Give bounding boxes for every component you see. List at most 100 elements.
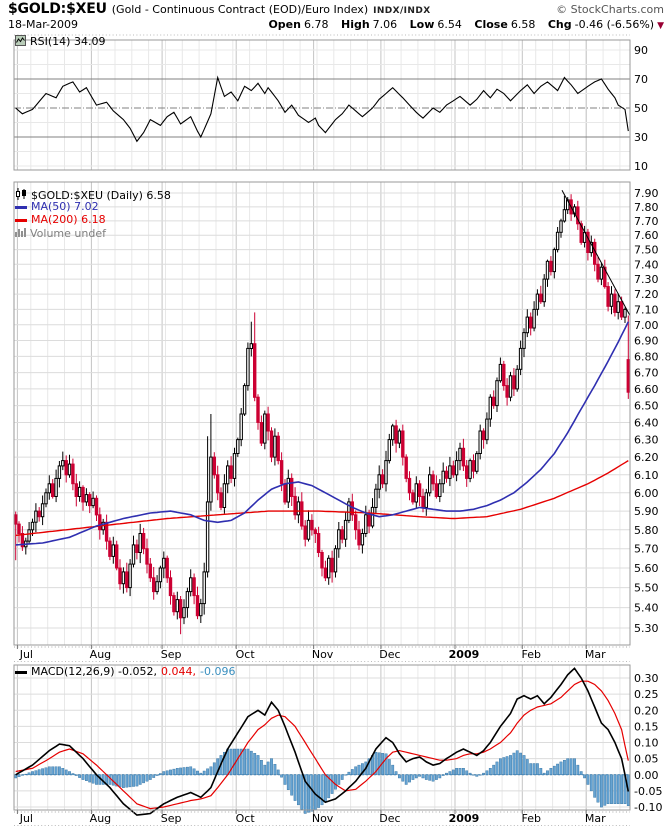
svg-text:2009: 2009	[449, 648, 480, 661]
svg-text:7.90: 7.90	[634, 187, 659, 200]
svg-text:Sep: Sep	[161, 648, 182, 661]
low-value: 6.54	[437, 18, 462, 31]
chg-label: Chg	[547, 18, 572, 31]
open-value: 6.78	[303, 18, 329, 31]
svg-text:7.20: 7.20	[634, 288, 659, 301]
macd-legend: MACD(12,26,9) -0.052, 0.044, -0.096	[15, 666, 235, 678]
svg-text:6.40: 6.40	[634, 416, 659, 429]
svg-text:Sep: Sep	[161, 812, 182, 825]
svg-text:2009: 2009	[449, 812, 480, 825]
svg-text:Mar: Mar	[585, 812, 606, 825]
macd-histogram-value: -0.096	[200, 665, 236, 678]
svg-text:Nov: Nov	[312, 812, 334, 825]
svg-text:5.40: 5.40	[634, 602, 659, 615]
svg-text:0.20: 0.20	[634, 704, 659, 717]
header: $GOLD:$XEU (Gold - Continuous Contract (…	[8, 1, 664, 18]
svg-text:Aug: Aug	[90, 648, 111, 661]
volume-legend-label: Volume undef	[30, 226, 106, 240]
svg-text:6.90: 6.90	[634, 334, 659, 347]
close-value: 6.58	[510, 18, 536, 31]
svg-text:7.30: 7.30	[634, 273, 659, 286]
stockcharts-copyright-link[interactable]: © StockCharts.com	[556, 3, 664, 16]
svg-text:6.60: 6.60	[634, 383, 659, 396]
svg-text:0.25: 0.25	[634, 688, 659, 701]
high-label: High	[340, 18, 370, 31]
svg-text:Jul: Jul	[19, 812, 33, 825]
svg-text:7.00: 7.00	[634, 319, 659, 332]
svg-text:30: 30	[634, 131, 648, 144]
svg-text:Dec: Dec	[379, 812, 400, 825]
svg-text:10: 10	[634, 160, 648, 173]
svg-text:7.70: 7.70	[634, 215, 659, 228]
close-label: Close	[474, 18, 508, 31]
low-label: Low	[409, 18, 435, 31]
rsi-legend-label: RSI(14) 34.09	[30, 35, 106, 48]
exchange-label: INDX/INDX	[373, 6, 431, 16]
svg-text:Feb: Feb	[522, 648, 541, 661]
volume-bars-icon	[15, 227, 26, 240]
ma200-legend: MA(200) 6.18	[15, 214, 106, 226]
svg-text:70: 70	[634, 73, 648, 86]
svg-text:5.90: 5.90	[634, 505, 659, 518]
macd-legend-label: MACD(12,26,9) -0.052,	[31, 665, 157, 678]
svg-text:0.15: 0.15	[634, 720, 659, 733]
volume-legend: Volume undef	[15, 227, 106, 240]
svg-text:5.80: 5.80	[634, 524, 659, 537]
svg-text:-0.05: -0.05	[634, 785, 662, 798]
high-value: 7.06	[372, 18, 398, 31]
ticker-symbol: $GOLD:$XEU	[8, 1, 107, 17]
rsi-indicator-icon	[15, 35, 26, 49]
macd-signal-value: 0.044,	[161, 665, 196, 678]
symbol-legend: $GOLD:$XEU (Daily) 6.58	[15, 188, 171, 203]
symbol-legend-label: $GOLD:$XEU (Daily) 6.58	[31, 188, 171, 202]
svg-text:Nov: Nov	[312, 648, 334, 661]
svg-text:6.50: 6.50	[634, 400, 659, 413]
ma50-legend-label: MA(50) 7.02	[31, 200, 99, 213]
ma50-swatch-icon	[15, 205, 27, 209]
svg-text:5.60: 5.60	[634, 562, 659, 575]
svg-text:5.70: 5.70	[634, 543, 659, 556]
svg-text:7.40: 7.40	[634, 258, 659, 271]
svg-text:6.30: 6.30	[634, 434, 659, 447]
ma200-swatch-icon	[15, 218, 27, 222]
svg-text:6.80: 6.80	[634, 350, 659, 363]
svg-text:0.10: 0.10	[634, 737, 659, 750]
svg-text:6.20: 6.20	[634, 451, 659, 464]
rsi-legend: RSI(14) 34.09	[15, 35, 105, 49]
svg-text:Jul: Jul	[19, 648, 33, 661]
svg-text:-0.10: -0.10	[634, 801, 662, 814]
svg-text:5.30: 5.30	[634, 622, 659, 635]
svg-text:6.10: 6.10	[634, 469, 659, 482]
svg-text:7.50: 7.50	[634, 244, 659, 257]
quote-date: 18-Mar-2009	[8, 18, 78, 31]
svg-text:6.00: 6.00	[634, 487, 659, 500]
quote-bar: 18-Mar-2009 Open 6.78 High 7.06 Low 6.54 Cl…	[8, 18, 664, 33]
svg-text:Mar: Mar	[585, 648, 606, 661]
svg-text:Oct: Oct	[236, 648, 256, 661]
svg-text:Dec: Dec	[379, 648, 400, 661]
svg-text:0.00: 0.00	[634, 769, 659, 782]
svg-text:0.30: 0.30	[634, 672, 659, 685]
svg-text:7.80: 7.80	[634, 201, 659, 214]
svg-text:7.60: 7.60	[634, 229, 659, 242]
ma50-legend: MA(50) 7.02	[15, 201, 99, 213]
svg-text:90: 90	[634, 44, 648, 57]
macd-swatch-icon	[15, 670, 27, 674]
svg-text:5.50: 5.50	[634, 582, 659, 595]
candlestick-icon	[15, 188, 27, 203]
open-label: Open	[268, 18, 301, 31]
down-triangle-icon: ▼	[657, 21, 664, 31]
svg-text:Oct: Oct	[236, 812, 256, 825]
ticker-description: (Gold - Continuous Contract (EOD)/Euro I…	[111, 3, 369, 16]
chg-value: -0.46 (-6.56%)	[574, 18, 655, 31]
svg-text:Aug: Aug	[90, 812, 111, 825]
svg-text:7.10: 7.10	[634, 303, 659, 316]
ohlc-readout: Open 6.78 High 7.06 Low 6.54 Close 6.58 Chg -…	[259, 18, 664, 33]
svg-text:Feb: Feb	[522, 812, 541, 825]
svg-text:6.70: 6.70	[634, 367, 659, 380]
svg-text:0.05: 0.05	[634, 753, 659, 766]
svg-text:50: 50	[634, 102, 648, 115]
ma200-legend-label: MA(200) 6.18	[31, 213, 106, 226]
